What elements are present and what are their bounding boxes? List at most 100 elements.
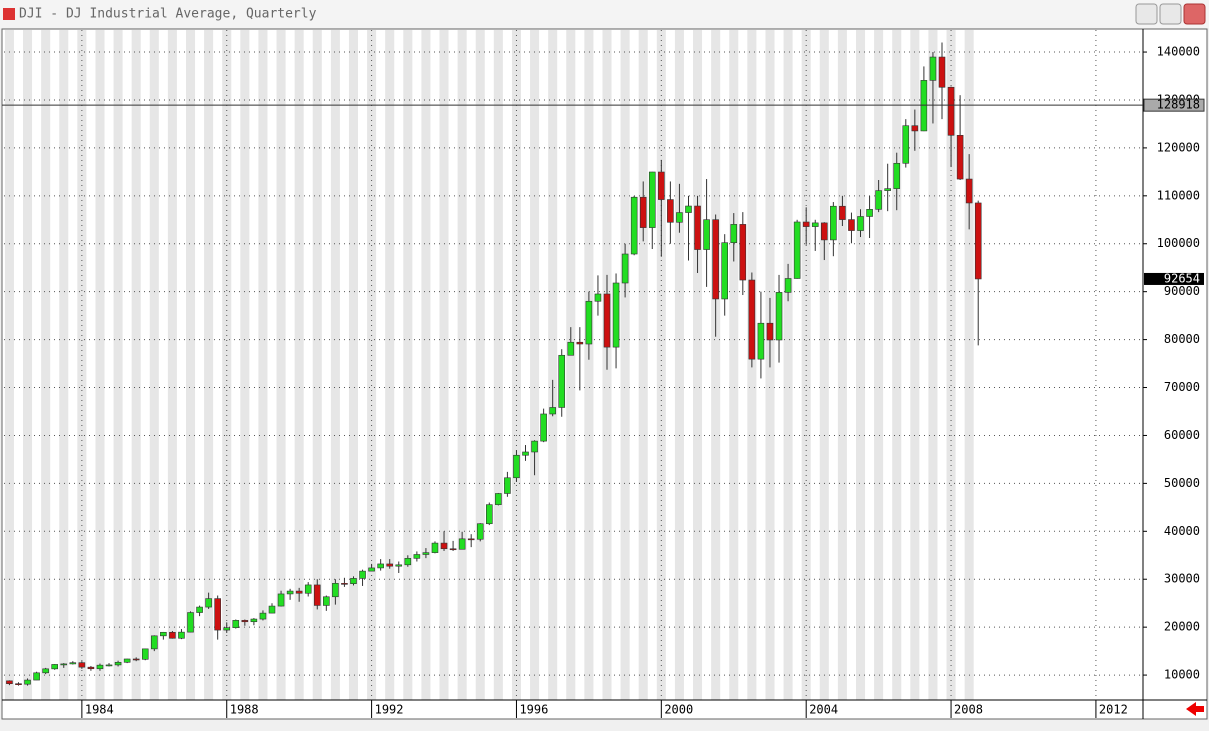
candle-body <box>947 86 955 136</box>
candle-body <box>884 188 891 191</box>
candle-body <box>422 552 430 555</box>
candle-body <box>857 216 864 231</box>
x-tick-label: 1992 <box>375 703 404 717</box>
y-tick-label: 120000 <box>1157 140 1200 154</box>
candle-body <box>567 341 575 356</box>
y-tick-label: 20000 <box>1164 620 1200 634</box>
candle-body <box>132 658 140 661</box>
candle-body <box>377 563 384 569</box>
candle-body <box>395 564 403 567</box>
stripe <box>403 30 413 700</box>
candle-body <box>467 538 475 541</box>
candle-body <box>965 178 973 204</box>
scroll-arrow[interactable] <box>1186 702 1204 716</box>
y-tick-label: 10000 <box>1164 668 1200 682</box>
stripe <box>276 30 286 700</box>
candle-body <box>232 620 240 628</box>
candle-body <box>51 664 59 670</box>
candle-body <box>540 413 547 442</box>
candle-body <box>811 222 819 227</box>
candle-body <box>730 224 738 243</box>
stripe <box>330 30 340 700</box>
candle-body <box>802 221 810 227</box>
x-tick-label: 1996 <box>519 703 548 717</box>
candle-body <box>123 658 131 663</box>
candle-body <box>658 171 665 200</box>
candle-body <box>178 631 185 639</box>
stripe <box>674 30 684 700</box>
candle-body <box>929 56 937 81</box>
candle-body <box>286 590 294 595</box>
candle-body <box>404 558 412 566</box>
candle-body <box>277 593 285 607</box>
candle-body <box>359 570 366 579</box>
candle-body <box>33 672 40 681</box>
candle-body <box>866 209 873 217</box>
candle-body <box>712 219 719 300</box>
candle-body <box>96 664 104 670</box>
candle-body <box>648 171 656 228</box>
candle-body <box>304 584 312 594</box>
stripe <box>113 30 123 700</box>
candle-body <box>368 567 375 572</box>
y-tick-label: 60000 <box>1164 428 1200 442</box>
y-tick-label: 30000 <box>1164 572 1200 586</box>
candle-body <box>431 542 439 553</box>
stripe <box>421 30 431 700</box>
stripe <box>240 30 250 700</box>
candle-body <box>196 606 203 613</box>
candle-body <box>938 56 946 88</box>
candle-body <box>757 322 765 360</box>
y-tick-label: 70000 <box>1164 380 1200 394</box>
stripe <box>584 30 594 700</box>
candle-body <box>350 578 357 584</box>
title-bar <box>0 0 1209 28</box>
stripe <box>385 30 395 700</box>
stripe <box>294 30 304 700</box>
stripe <box>41 30 51 700</box>
candle-body <box>250 618 258 623</box>
stripe <box>348 30 359 700</box>
candle-body <box>6 680 13 685</box>
stripe <box>729 30 739 700</box>
candle-body <box>313 584 321 606</box>
candle-body <box>241 620 249 623</box>
maximize-button[interactable] <box>1159 3 1182 25</box>
stripe <box>204 30 214 700</box>
last-price-label: 92654 <box>1164 271 1200 285</box>
x-tick-label: 1988 <box>230 703 259 717</box>
candle-body <box>766 322 774 341</box>
y-tick-label: 110000 <box>1157 188 1200 202</box>
stripe <box>548 30 558 700</box>
stripe <box>439 30 449 700</box>
candle-body <box>78 662 86 668</box>
candle-body <box>612 282 620 348</box>
x-tick-label: 2008 <box>954 703 983 717</box>
candle-body <box>603 293 611 348</box>
candle-body <box>440 542 448 550</box>
candle-body <box>820 222 828 241</box>
candle-body <box>830 205 837 241</box>
stripe <box>620 30 630 700</box>
candle-body <box>413 554 421 559</box>
candle-body <box>784 278 792 293</box>
candle-body <box>332 583 339 598</box>
minimize-button[interactable] <box>1135 3 1158 25</box>
candle-body <box>685 205 692 213</box>
candle-body <box>703 219 710 250</box>
stripe <box>95 30 105 700</box>
candle-body <box>594 293 602 302</box>
close-button[interactable] <box>1183 3 1206 25</box>
stripe <box>59 30 69 700</box>
x-tick-label: 2004 <box>809 703 838 717</box>
candle-body <box>105 664 113 667</box>
x-tick-label: 2000 <box>664 703 693 717</box>
candle-body <box>495 493 502 505</box>
y-tick-label: 80000 <box>1164 332 1200 346</box>
candle-body <box>576 341 584 345</box>
candle-body <box>458 538 466 550</box>
candle-body <box>956 134 964 180</box>
y-tick-label: 140000 <box>1157 45 1200 59</box>
stripe <box>4 30 14 700</box>
